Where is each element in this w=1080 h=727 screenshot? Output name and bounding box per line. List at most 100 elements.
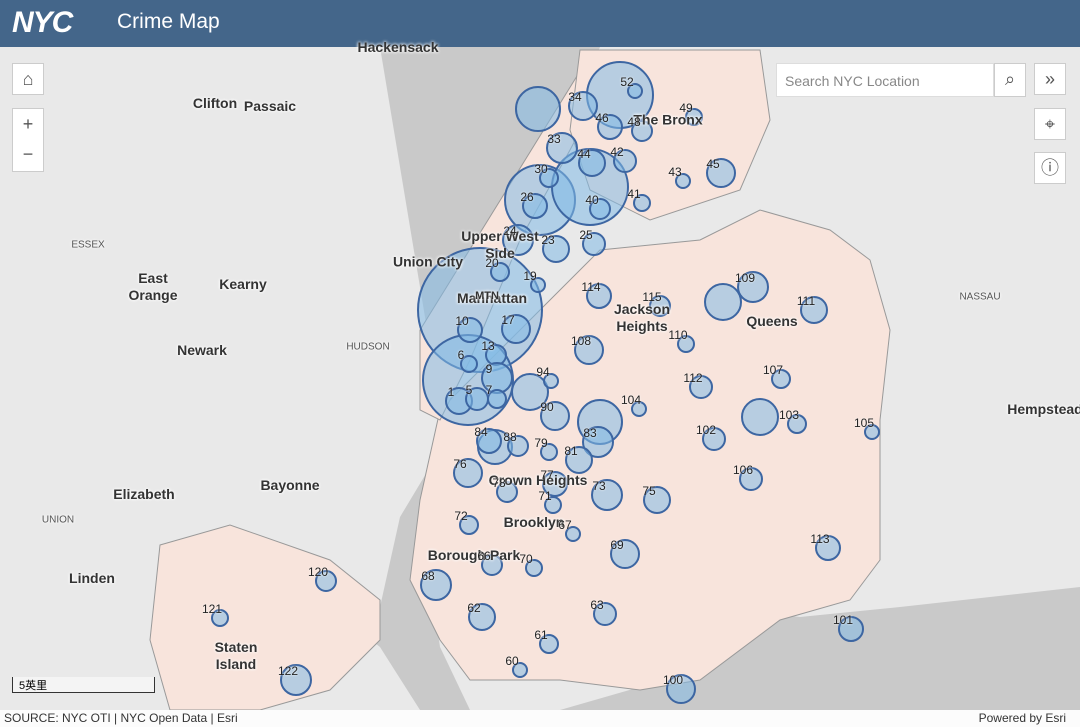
precinct-circle[interactable] [610,539,640,569]
precinct-circle[interactable] [582,426,614,458]
precinct-label: 73 [592,479,606,493]
precinct-circle[interactable] [542,235,570,263]
precinct-circle[interactable] [675,173,691,189]
zoom-buttons[interactable]: + − [12,108,44,172]
precinct-circle[interactable] [578,149,606,177]
precinct-circle[interactable] [771,369,791,389]
precinct-circle[interactable] [468,603,496,631]
precinct-circle[interactable] [643,486,671,514]
precinct-circle[interactable] [502,224,534,256]
precinct-circle[interactable] [522,193,548,219]
place-label: ESSEX [71,239,105,251]
expand-button[interactable]: » [1034,63,1066,95]
precinct-circle[interactable] [649,295,671,317]
precinct-circle[interactable] [511,373,549,411]
precinct-circle[interactable] [631,120,653,142]
precinct-circle[interactable] [515,86,561,132]
precinct-circle[interactable] [613,149,637,173]
precinct-circle[interactable] [540,401,570,431]
precinct-circle[interactable] [741,398,779,436]
precinct-circle[interactable] [815,535,841,561]
precinct-label: 5 [465,383,473,397]
precinct-circle[interactable] [677,335,695,353]
precinct-circle[interactable] [739,467,763,491]
precinct-circle[interactable] [420,569,452,601]
precinct-circle[interactable] [633,194,651,212]
precinct-circle[interactable] [838,616,864,642]
precinct-label: 46 [595,111,609,125]
precinct-circle[interactable] [565,446,593,474]
precinct-circle[interactable] [589,198,611,220]
precinct-circle[interactable] [476,428,502,454]
precinct-circle[interactable] [459,515,479,535]
precinct-circle[interactable] [706,158,736,188]
precinct-circle[interactable] [586,283,612,309]
precinct-circle[interactable] [593,602,617,626]
precinct-circle[interactable] [543,373,559,389]
app-title: Crime Map [117,10,220,33]
precinct-circle[interactable] [507,435,529,457]
precinct-circle[interactable] [542,471,568,497]
precinct-circle[interactable] [280,664,312,696]
precinct-label: 78 [492,476,506,490]
precinct-circle[interactable] [574,335,604,365]
precinct-circle[interactable] [539,168,559,188]
precinct-label: 49 [679,101,693,115]
place-label: Crown Heights [488,472,588,488]
precinct-circle[interactable] [565,526,581,542]
precinct-circle[interactable] [490,262,510,282]
precinct-label: 43 [668,165,682,179]
precinct-circle[interactable] [530,277,546,293]
precinct-circle[interactable] [501,314,531,344]
precinct-circle[interactable] [597,114,623,140]
info-button[interactable]: ⓘ [1034,152,1066,184]
precinct-circle[interactable] [666,674,696,704]
precinct-label: 108 [570,334,592,348]
precinct-label: 100 [662,673,684,687]
precinct-circle[interactable] [787,414,807,434]
locate-button[interactable]: ⌖ [1034,108,1066,140]
precinct-label: 70 [519,552,533,566]
precinct-circle[interactable] [481,554,503,576]
precinct-circle[interactable] [487,389,507,409]
precinct-circle[interactable] [539,634,559,654]
precinct-circle[interactable] [689,375,713,399]
search-input[interactable]: Search NYC Location [776,63,994,97]
precinct-circle[interactable] [544,496,562,514]
logo[interactable]: NYC [12,6,73,39]
precinct-circle[interactable] [864,424,880,440]
precinct-label: 20 [485,256,499,270]
precinct-circle[interactable] [453,458,483,488]
precinct-circle[interactable] [702,427,726,451]
precinct-circle[interactable] [704,283,742,321]
precinct-label: 71 [538,489,552,503]
precinct-circle[interactable] [631,401,647,417]
place-label: UNION [41,514,75,526]
precinct-circle[interactable] [211,609,229,627]
map[interactable] [0,47,1080,710]
place-label: Upper West Side [461,228,539,261]
precinct-circle[interactable] [591,479,623,511]
home-button[interactable]: ⌂ [12,63,44,95]
precinct-circle[interactable] [512,662,528,678]
precinct-circle[interactable] [525,559,543,577]
scale-bar: 5英里 [12,677,155,693]
precinct-circle[interactable] [457,317,483,343]
precinct-circle[interactable] [315,570,337,592]
precinct-circle[interactable] [496,481,518,503]
precinct-label: 84 [474,425,488,439]
precinct-circle[interactable] [737,271,769,303]
precinct-circle[interactable] [800,296,828,324]
precinct-circle[interactable] [540,443,558,461]
precinct-label: 30 [534,162,548,176]
precinct-label: 101 [832,613,854,627]
precinct-circle[interactable] [568,91,598,121]
precinct-circle[interactable] [627,83,643,99]
precinct-label: 112 [683,371,703,385]
precinct-circle[interactable] [546,132,578,164]
precinct-circle[interactable] [460,355,478,373]
precinct-circle[interactable] [685,108,703,126]
precinct-label: 83 [583,426,597,440]
search-button[interactable]: ⌕ [994,63,1026,97]
precinct-circle[interactable] [582,232,606,256]
